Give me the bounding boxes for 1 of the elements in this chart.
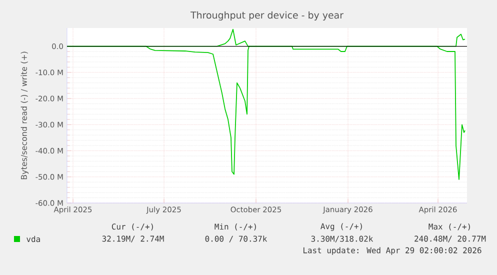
chart-title: Throughput per device - by year [190, 11, 344, 21]
